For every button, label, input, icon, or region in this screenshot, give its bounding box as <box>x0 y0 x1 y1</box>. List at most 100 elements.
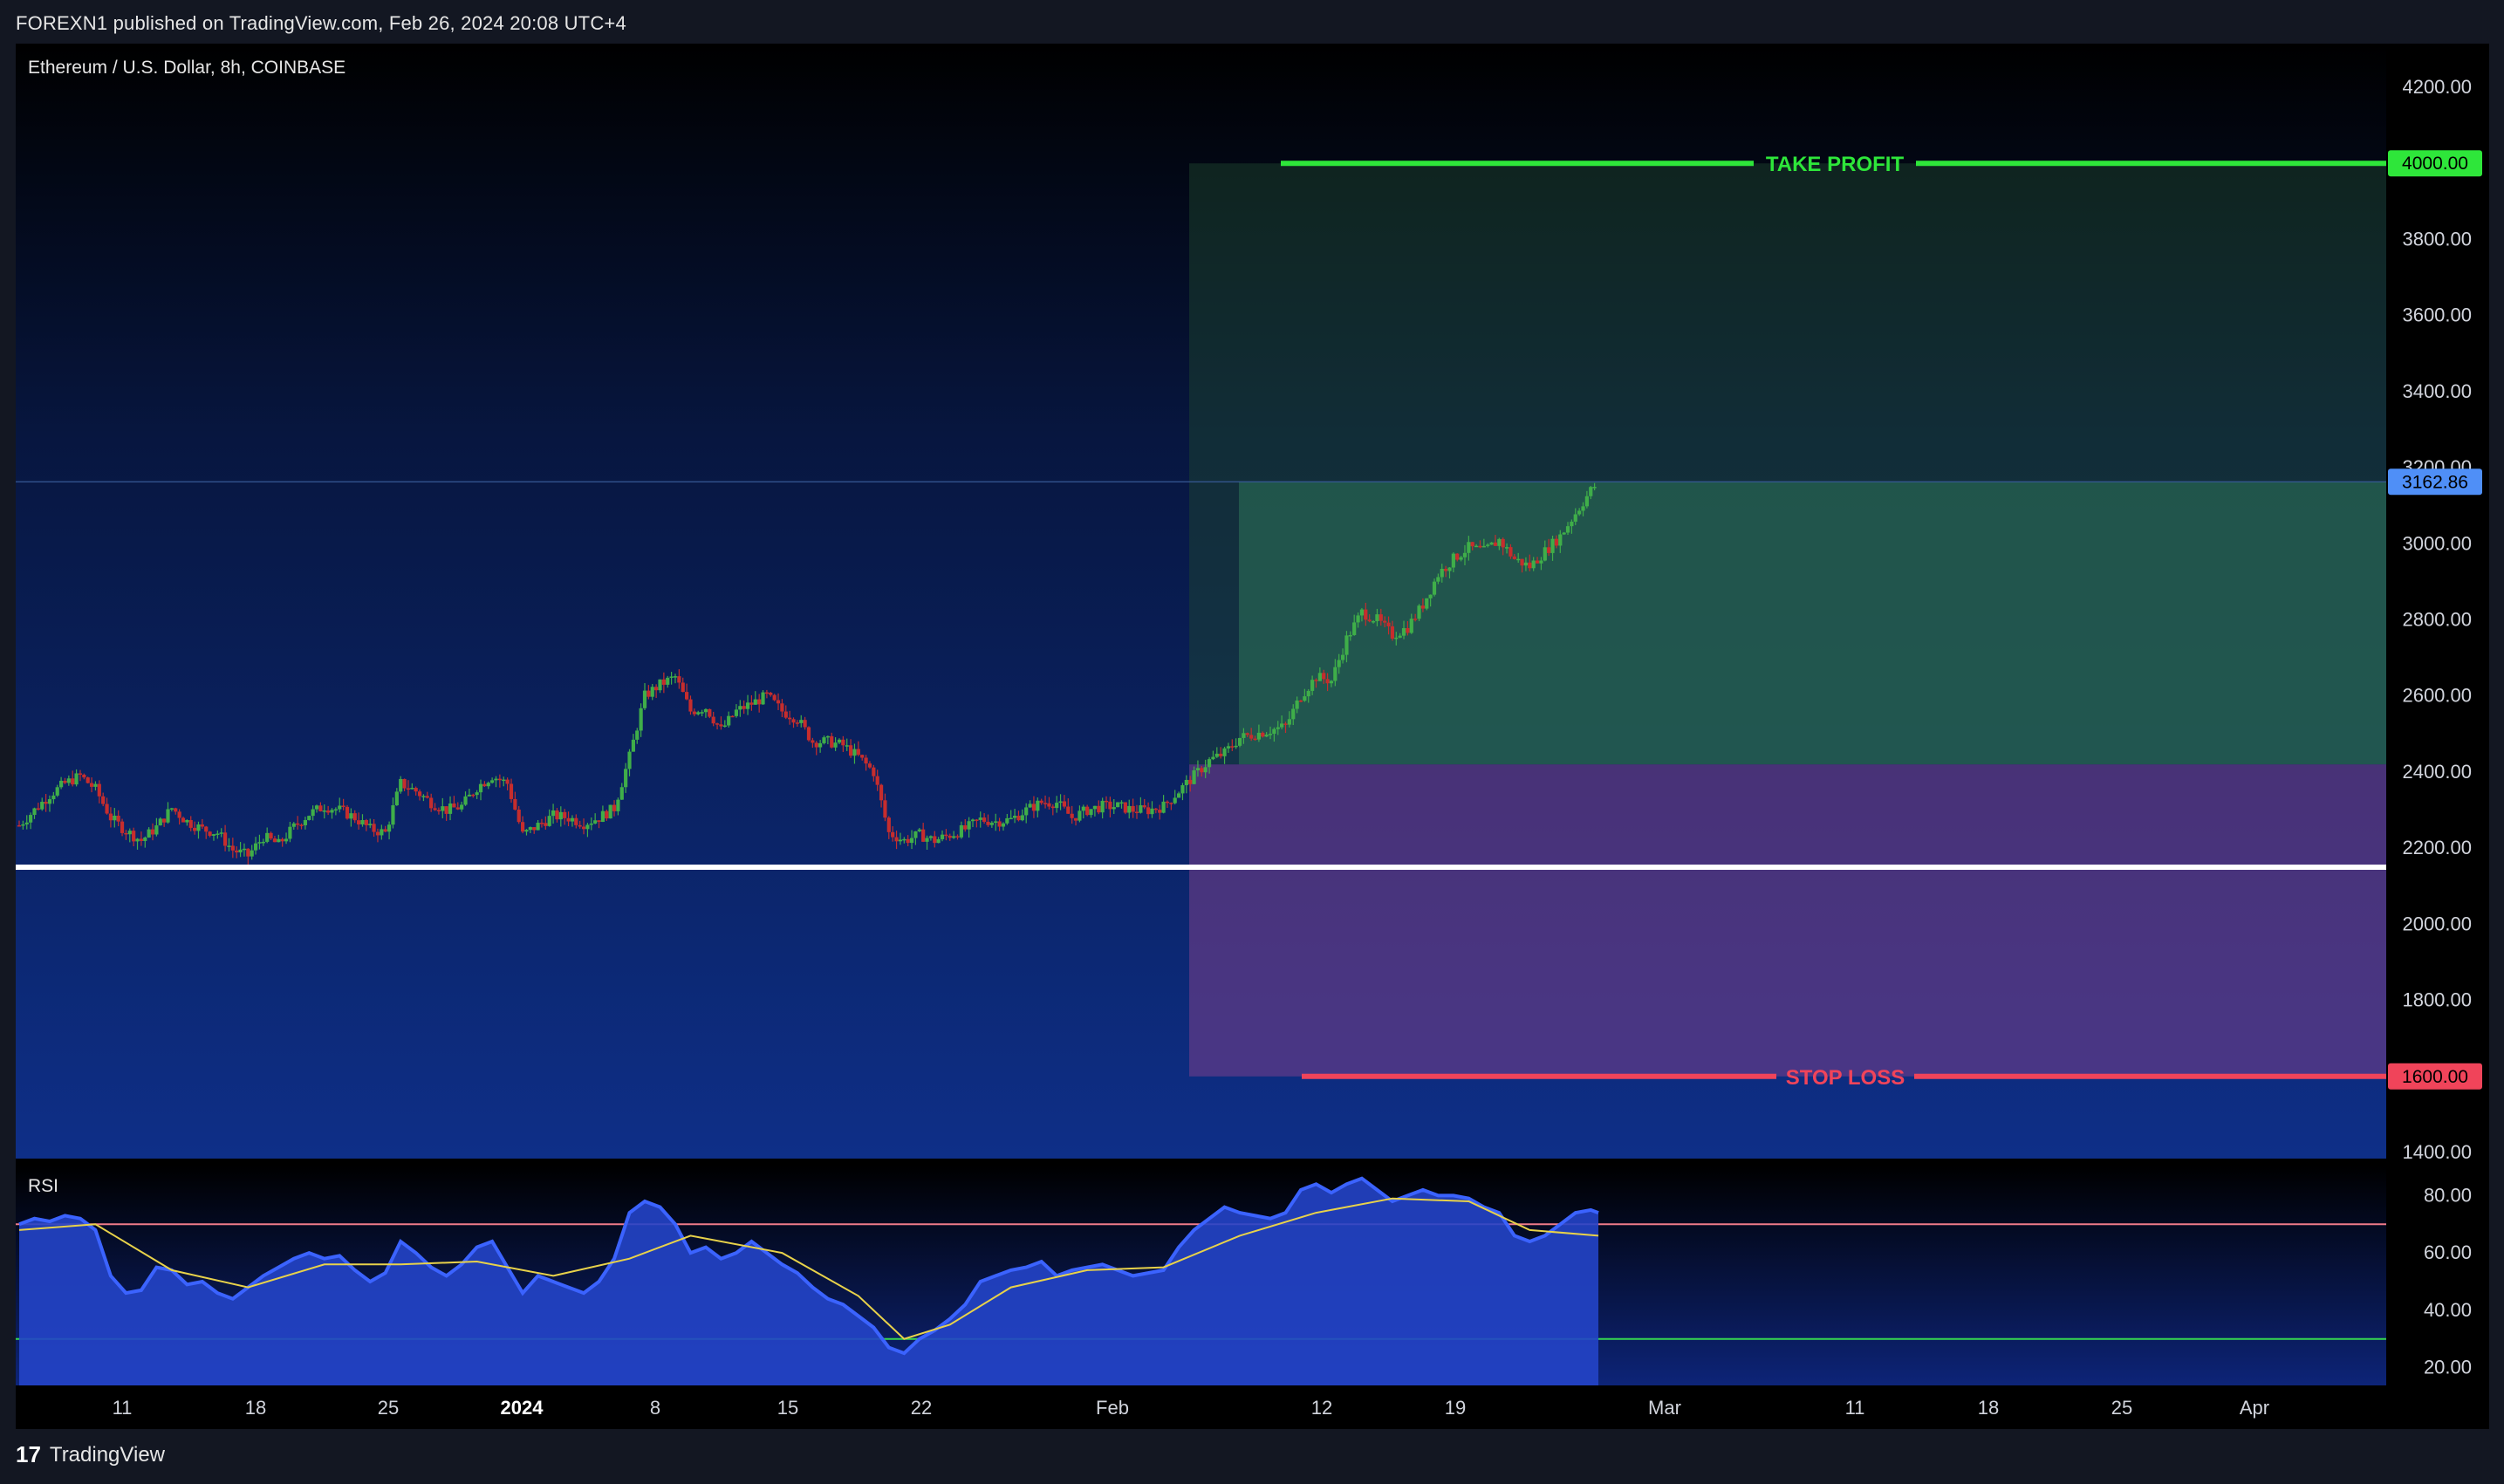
candle-body <box>883 800 887 818</box>
time-tick-label: 12 <box>1311 1397 1332 1419</box>
candle-body <box>147 829 151 838</box>
candle-body <box>78 773 83 775</box>
candle-body <box>730 715 735 718</box>
price-axis[interactable]: 4200.003800.003600.003400.003200.003000.… <box>2402 76 2472 1163</box>
candle-body <box>1470 542 1474 547</box>
candle-body <box>524 830 529 832</box>
time-tick-label: 25 <box>378 1397 399 1419</box>
candle-body <box>688 699 693 712</box>
candle-body <box>772 694 777 701</box>
tradingview-footer[interactable]: 17 TradingView <box>16 1441 165 1468</box>
candle-body <box>673 676 678 678</box>
candle-body <box>555 810 559 820</box>
candle-body <box>265 832 270 842</box>
candle-body <box>757 699 762 705</box>
candle-body <box>380 829 384 836</box>
candle-body <box>799 720 804 723</box>
candle-body <box>532 827 537 831</box>
rsi-axis[interactable]: 80.00 60.00 40.00 20.00 <box>2424 1184 2472 1378</box>
candle-body <box>1462 552 1468 557</box>
candle-body <box>1348 634 1352 637</box>
candle-body <box>1298 700 1303 702</box>
candle-body <box>318 805 323 811</box>
candle-body <box>47 799 52 804</box>
candle-body <box>589 823 593 825</box>
candle-body <box>272 838 277 843</box>
candle-body <box>1436 577 1440 582</box>
candle-body <box>257 842 262 844</box>
candle-body <box>719 724 723 727</box>
price-tick-label: 3400.00 <box>2402 380 2472 402</box>
candle-body <box>570 817 575 822</box>
candle-body <box>116 815 120 822</box>
candle-body <box>1104 800 1109 803</box>
time-tick-label: 11 <box>1845 1397 1865 1419</box>
candle-body <box>769 692 773 695</box>
candle-body <box>185 819 189 823</box>
candle-body <box>1192 769 1196 784</box>
candle-body <box>856 749 860 756</box>
candle-body <box>1112 807 1116 810</box>
candle-body <box>872 767 876 776</box>
candle-body <box>17 824 22 827</box>
candle-body <box>1214 753 1219 757</box>
candle-body <box>1150 808 1154 815</box>
candle-body <box>1237 737 1242 746</box>
candle-body <box>970 819 975 822</box>
candle-body <box>764 692 770 694</box>
candle-body <box>1092 805 1097 810</box>
candle-body <box>330 810 334 813</box>
candle-body <box>1108 801 1112 810</box>
chart-title: Ethereum / U.S. Dollar, 8h, COINBASE <box>28 58 345 78</box>
candle-body <box>605 810 609 819</box>
candle-body <box>261 841 265 844</box>
candle-body <box>277 838 281 843</box>
candle-body <box>864 757 868 764</box>
candle-body <box>417 791 422 797</box>
candle-body <box>360 820 365 824</box>
candle-body <box>58 780 64 788</box>
candle-body <box>860 755 865 758</box>
candle-body <box>1230 746 1235 748</box>
price-tick-label: 4200.00 <box>2402 76 2472 98</box>
candle-body <box>1116 802 1120 808</box>
candle-body <box>71 778 75 785</box>
candle-body <box>135 838 140 842</box>
candle-body <box>1531 560 1536 569</box>
candle-body <box>749 702 754 705</box>
candle-body <box>1543 547 1547 561</box>
price-tick-label: 2000.00 <box>2402 913 2472 934</box>
candle-body <box>734 709 739 716</box>
pane-divider[interactable] <box>16 1159 2489 1166</box>
candle-body <box>1287 719 1291 725</box>
candle-body <box>539 823 544 824</box>
candle-body <box>368 824 373 825</box>
stop-loss-zone <box>1189 764 2386 1077</box>
candle-body <box>578 824 582 827</box>
candle-body <box>848 745 853 756</box>
candle-body <box>284 838 289 842</box>
time-axis[interactable]: 11 18 25 2024 8 15 22 Feb 12 19 Mar 11 18 25 Apr <box>113 1397 2270 1419</box>
candle-body <box>1073 817 1078 821</box>
price-tick-label: 1800.00 <box>2402 989 2472 1011</box>
last-price: 3162.86 <box>2402 472 2468 492</box>
candle-body <box>1264 735 1269 737</box>
candle-body <box>654 687 659 691</box>
candle-body <box>1573 514 1577 522</box>
candle-body <box>684 692 689 700</box>
candle-body <box>311 809 315 817</box>
candle-body <box>1268 734 1273 735</box>
candle-body <box>616 799 620 811</box>
candle-body <box>299 824 304 826</box>
time-tick-label: 8 <box>650 1397 660 1419</box>
candle-body <box>1467 542 1471 553</box>
candle-body <box>551 810 556 817</box>
candle-body <box>944 834 948 837</box>
candle-body <box>1097 805 1101 813</box>
candle-body <box>326 810 331 813</box>
candle-body <box>814 742 818 748</box>
candle-body <box>230 845 235 851</box>
candle-body <box>1165 801 1170 804</box>
candle-body <box>1211 756 1215 760</box>
